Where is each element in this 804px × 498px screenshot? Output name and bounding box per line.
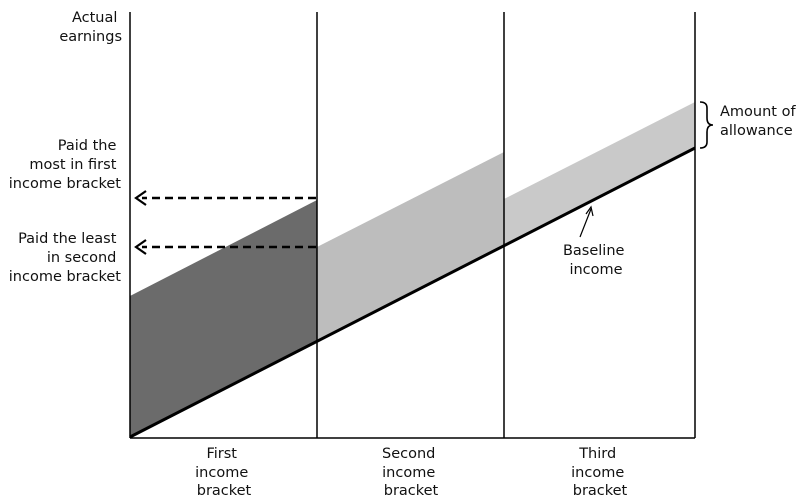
first-bracket-label: First income bracket	[195, 446, 253, 498]
allowance-brace	[699, 101, 714, 149]
third-bracket-allowance-band	[504, 102, 695, 247]
paid-least-arrowhead	[134, 239, 147, 255]
second-bracket-label: Second income bracket	[382, 446, 440, 498]
baseline-income-label: Baseline income	[563, 243, 629, 278]
y-axis-label: Actual earnings	[59, 10, 122, 45]
paid-most-arrowhead	[134, 190, 147, 206]
paid-most-label: Paid the most in first income bracket	[9, 138, 122, 192]
amount-of-allowance-label: Amount of allowance	[720, 104, 800, 139]
second-bracket-allowance-band	[317, 152, 504, 342]
baseline-pointer-line	[579, 208, 592, 238]
baseline-pointer-arrowhead	[585, 205, 594, 217]
baseline-income-line	[129, 146, 696, 439]
first-bracket-allowance-band	[130, 200, 317, 437]
third-bracket-label: Third income bracket	[571, 446, 629, 498]
paid-least-label: Paid the least in second income bracket	[9, 231, 122, 285]
